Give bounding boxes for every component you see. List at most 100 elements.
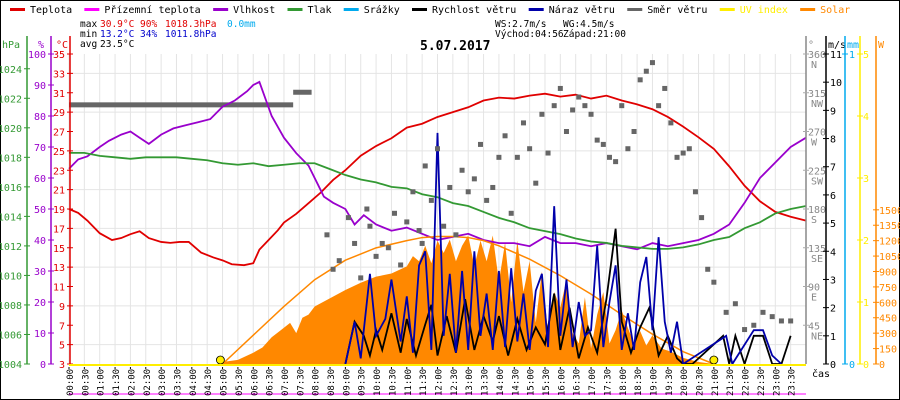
wind-direction-point (428, 197, 434, 203)
solar-axis-tick-label: 0 (879, 360, 885, 371)
legend-swatch (528, 8, 544, 11)
sunset-marker (709, 355, 719, 365)
wind-direction-point (447, 184, 453, 190)
humidity-axis-tick-label: 70 (34, 143, 46, 154)
temperature-axis-tick-label: 21 (53, 186, 65, 197)
uv-axis-tick-label: 1 (863, 298, 869, 309)
wind-direction-point (496, 154, 502, 160)
temperature-axis-tick-label: 23 (53, 166, 65, 177)
temperature-axis-tick-label: 3 (59, 360, 65, 371)
wind-direction-point (600, 141, 606, 147)
wind-direction-point (352, 240, 358, 246)
x-tick-label: 10:00 (373, 369, 383, 396)
wind-speed-axis-tick-label: 4 (830, 247, 836, 258)
x-tick-label: 02:00 (127, 369, 137, 396)
temperature-axis-tick-label: 7 (59, 321, 65, 332)
pressure-axis-tick-label: 1016 (0, 183, 22, 194)
x-tick-label: 20:30 (696, 369, 706, 396)
humidity-axis-tick-label: 0 (40, 360, 46, 371)
legend-label: Směr větru (647, 4, 707, 16)
x-tick-label: 09:30 (358, 369, 368, 396)
x-tick-label: 23:00 (772, 369, 782, 396)
wind-direction-point (674, 154, 680, 160)
wind-speed-axis-tick-label: 3 (830, 275, 836, 286)
temperature-axis-tick-label: 13 (53, 263, 65, 274)
wind-direction-point (527, 146, 533, 152)
wind-speed-axis-tick-label: 0 (830, 360, 836, 371)
wind-direction-point (613, 159, 619, 165)
x-tick-label: 17:30 (603, 369, 613, 396)
legend-swatch (719, 8, 735, 11)
wind-dir-label: NE (811, 331, 823, 342)
uv-axis-tick-label: 0 (863, 360, 869, 371)
pressure-axis-tick-label: 1022 (0, 94, 22, 105)
temperature-axis-tick-label: 19 (53, 205, 65, 216)
wind-dir-label: NW (811, 99, 824, 110)
wind-direction-point (551, 103, 557, 109)
x-tick-label: 18:00 (619, 369, 629, 396)
legend-swatch (10, 8, 25, 11)
solar-axis-tick-label: 300 (879, 329, 897, 340)
series-lines (68, 80, 807, 367)
uv-axis-tick-label: 3 (863, 174, 869, 185)
stats-block: max 30.9°C 90% 1018.3hPa 0.0mm min 13.2°C 34% 10… (80, 19, 626, 50)
wind-direction-point (631, 129, 637, 134)
legend-swatch (627, 8, 643, 11)
temperature-axis-tick-label: 27 (53, 128, 65, 139)
x-tick-label: 10:30 (388, 369, 398, 396)
wind-direction-point (441, 223, 447, 229)
x-tick-label: 12:00 (435, 369, 445, 396)
stat-min-humidity: 34% (140, 29, 157, 40)
temperature-axis-tick-label: 31 (53, 89, 65, 100)
x-tick-label: 19:30 (665, 369, 675, 396)
wind-speed-axis-tick-label: 11 (830, 50, 842, 61)
x-tick-label: 08:00 (312, 369, 322, 396)
x-tick-label: 09:00 (342, 369, 352, 396)
wind-direction-point (699, 215, 705, 221)
wind-direction-point (723, 309, 729, 315)
solar-axis-tick-label: 1500 (879, 206, 900, 217)
wind-direction-point (422, 163, 428, 169)
wind-speed-axis-tick-label: 9 (830, 106, 836, 117)
axis-unit-label: mm (847, 40, 859, 51)
stat-max-label: max (80, 19, 97, 30)
wind-dir-label: S (811, 215, 817, 226)
legend-swatch (343, 8, 359, 11)
stat-wind-gust: WG:4.5m/s (563, 19, 614, 30)
temperature-axis-tick-label: 9 (59, 302, 65, 313)
x-tick-label: 03:30 (173, 369, 183, 396)
rain-axis-tick-label: 1 (849, 50, 855, 61)
legend-swatch (287, 8, 303, 11)
uv-axis-tick-label: 2 (863, 236, 869, 247)
axis-unit-label: °C (56, 40, 68, 51)
wind-direction-point (490, 184, 496, 190)
axis-unit-label: ° (808, 40, 814, 51)
temperature-axis-tick-label: 33 (53, 69, 65, 80)
wind-direction-point (625, 146, 631, 152)
wind-dir-tick-label: 360 (808, 50, 826, 61)
series-solar-area (222, 235, 714, 364)
pressure-axis-tick-label: 1006 (0, 330, 22, 341)
temperature-axis-tick-label: 35 (53, 50, 65, 61)
series-solar-max--line (222, 235, 715, 365)
x-tick-label: 11:30 (419, 369, 429, 396)
wind-dir-label: SW (811, 176, 824, 187)
stat-max-humidity: 90% (140, 19, 157, 30)
legend-label: Vlhkost (233, 5, 275, 16)
x-tick-label: 23:30 (788, 369, 798, 396)
x-tick-label: 03:00 (158, 369, 168, 396)
wind-direction-point (404, 219, 410, 225)
wind-direction-point (539, 111, 545, 117)
wind-direction-point (502, 133, 508, 139)
rain-axis-tick-label: 0 (849, 360, 855, 371)
solar-area-layer (222, 235, 714, 364)
wind-direction-point (358, 275, 364, 281)
humidity-axis-tick-label: 60 (34, 174, 46, 185)
x-tick-label: 11:00 (404, 369, 414, 396)
legend-label: Solar (820, 5, 850, 16)
wind-direction-point (557, 85, 563, 91)
wind-direction-point (662, 85, 668, 91)
wind-direction-point (324, 232, 330, 238)
axes: 1004100610081010101210141016101810201022… (0, 36, 900, 396)
legend-label: Tlak (308, 5, 332, 16)
